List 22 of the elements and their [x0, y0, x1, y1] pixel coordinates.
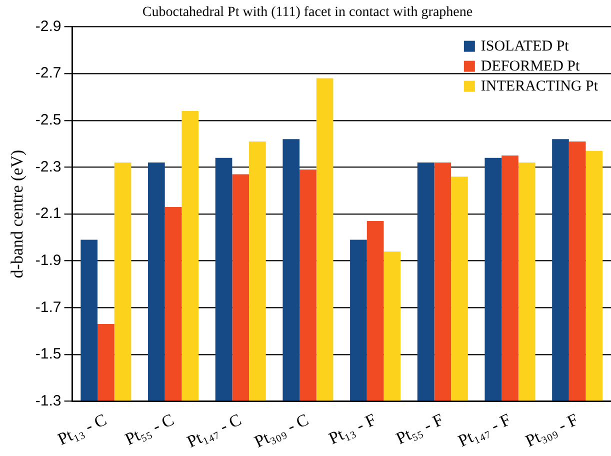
legend-label: ISOLATED Pt — [480, 38, 570, 55]
y-tick-label: -2.7 — [35, 64, 62, 82]
legend-label: DEFORMED Pt — [480, 58, 581, 75]
x-tick-label: Pt₅₅ - F — [393, 410, 446, 448]
y-tick-label: -2.3 — [35, 158, 62, 176]
chart-title: Cuboctahedral Pt with (111) facet in contact with graphene — [142, 5, 473, 20]
legend-label: INTERACTING Pt — [480, 78, 599, 95]
y-tick-label: -2.9 — [35, 18, 62, 35]
x-tick-label: Pt₁₄₇ - C — [184, 410, 244, 452]
y-tick-label: -1.5 — [35, 346, 62, 363]
x-tick-label: Pt₁₃ - C — [54, 410, 110, 449]
x-tick-label: Pt₁₄₇ - F — [455, 410, 514, 451]
y-tick-label: -2.5 — [35, 112, 62, 129]
y-tick-label: -2.1 — [35, 205, 62, 222]
x-tick-label: Pt₃₀₉ - C — [251, 410, 312, 452]
y-tick-label: -1.7 — [35, 298, 62, 316]
y-axis-title: d-band centre (eV) — [8, 150, 27, 278]
y-tick-label: -1.3 — [35, 392, 62, 410]
x-tick-label: Pt₁₃ - F — [326, 410, 379, 448]
y-tick-label: -1.9 — [35, 252, 62, 269]
x-tick-label: Pt₅₅ - C — [122, 410, 177, 449]
x-tick-label: Pt₃₀₉ - F — [522, 410, 581, 451]
